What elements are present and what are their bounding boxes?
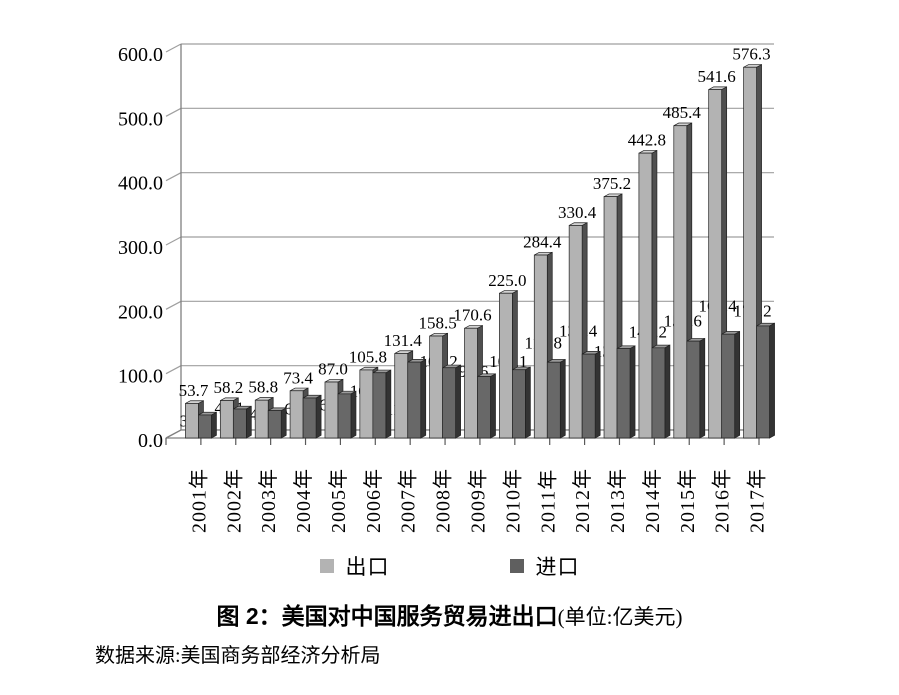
export-label-2007年: 131.4 bbox=[384, 331, 423, 350]
y-tick-200.0: 200.0 bbox=[118, 301, 163, 323]
x-label-2006年: 2006年 bbox=[362, 468, 385, 533]
x-label-2002年: 2002年 bbox=[222, 468, 245, 533]
export-label-2006年: 105.8 bbox=[349, 347, 387, 366]
bar-import-2015年 bbox=[686, 337, 706, 439]
export-data-labels: 53.7 58.2 58.8 73.4 87.0105.8131.4158.5170.6… bbox=[179, 45, 771, 400]
export-label-2005年: 87.0 bbox=[318, 360, 348, 379]
x-label-2017年: 2017年 bbox=[746, 468, 769, 533]
bar-import-2010年 bbox=[512, 366, 531, 439]
x-label-2009年: 2009年 bbox=[467, 468, 490, 533]
y-tick-400.0: 400.0 bbox=[118, 173, 163, 195]
bar-import-2002年 bbox=[232, 405, 252, 439]
bar-import-2001年 bbox=[198, 411, 217, 439]
bar-import-2014年 bbox=[651, 344, 671, 439]
bar-import-2017年 bbox=[756, 322, 775, 439]
bar-import-2012年 bbox=[581, 350, 601, 439]
import-legend-label: 进口 bbox=[535, 555, 580, 579]
bar-import-2004年 bbox=[302, 394, 322, 439]
gridlines bbox=[165, 43, 774, 439]
chart-title: 图 2：美国对中国服务贸易进出口(单位:亿美元) bbox=[0, 597, 899, 631]
export-label-2004年: 73.4 bbox=[283, 368, 313, 387]
export-label-2017年: 576.3 bbox=[732, 45, 770, 64]
x-label-2014年: 2014年 bbox=[641, 468, 664, 533]
bar-import-2009年 bbox=[477, 373, 496, 439]
y-tick-300.0: 300.0 bbox=[118, 237, 163, 259]
x-label-2001年: 2001年 bbox=[187, 468, 210, 533]
bar-import-2006年 bbox=[372, 369, 392, 439]
bar-import-2011年 bbox=[546, 358, 566, 439]
export-label-2010年: 225.0 bbox=[488, 271, 526, 290]
export-label-2013年: 375.2 bbox=[593, 174, 631, 193]
export-label-2015年: 485.4 bbox=[663, 103, 702, 122]
x-label-2011年: 2011年 bbox=[536, 469, 559, 533]
y-tick-0.0: 0.0 bbox=[138, 430, 163, 452]
export-label-2009年: 170.6 bbox=[453, 306, 491, 325]
export-label-2003年: 58.8 bbox=[248, 378, 278, 397]
y-tick-600.0: 600.0 bbox=[118, 44, 163, 66]
x-label-2004年: 2004年 bbox=[292, 468, 315, 533]
legend-item-export: 出口 bbox=[319, 551, 390, 581]
x-label-2012年: 2012年 bbox=[571, 468, 594, 533]
chart-legend: 出口 进口 bbox=[0, 553, 899, 579]
export-label-2016年: 541.6 bbox=[698, 67, 736, 86]
bar-import-2013年 bbox=[616, 345, 636, 439]
y-tick-500.0: 500.0 bbox=[118, 108, 163, 130]
x-label-2007年: 2007年 bbox=[397, 468, 420, 533]
export-legend-label: 出口 bbox=[345, 555, 390, 579]
x-label-2008年: 2008年 bbox=[432, 468, 455, 533]
bar-import-2016年 bbox=[721, 330, 741, 439]
bar-import-2007年 bbox=[407, 358, 427, 439]
x-label-2016年: 2016年 bbox=[711, 468, 734, 533]
export-swatch bbox=[319, 559, 334, 573]
export-label-2011年: 284.4 bbox=[523, 233, 562, 252]
export-label-2008年: 158.5 bbox=[418, 314, 456, 333]
x-axis-labels: 2001年 2002年 2003年 2004年 2005年 2006年 2007年 2008年… bbox=[187, 468, 768, 533]
chart-title-main: 图 2：美国对中国服务贸易进出口 bbox=[216, 603, 558, 629]
chart-source: 数据来源:美国商务部经济分析局 bbox=[95, 645, 381, 667]
x-label-2003年: 2003年 bbox=[257, 468, 280, 533]
x-label-2010年: 2010年 bbox=[501, 468, 524, 533]
y-tick-100.0: 100.0 bbox=[118, 366, 163, 388]
export-label-2002年: 58.2 bbox=[213, 378, 243, 397]
export-label-2012年: 330.4 bbox=[558, 203, 597, 222]
bar-export-2011年 bbox=[533, 251, 553, 439]
chart-svg: 35.845.142.662.268.6101.4118.0109.295.61… bbox=[118, 43, 775, 533]
x-label-2015年: 2015年 bbox=[676, 468, 699, 533]
x-label-2005年: 2005年 bbox=[327, 468, 350, 533]
chart-title-unit: (单位:亿美元) bbox=[557, 605, 683, 629]
export-label-2001年: 53.7 bbox=[179, 381, 209, 400]
y-axis-labels: 0.0 100.0 200.0 300.0 400.0 500.0 600.0 bbox=[118, 44, 163, 452]
export-label-2014年: 442.8 bbox=[628, 131, 666, 150]
bar-import-2003年 bbox=[267, 407, 287, 439]
bar-import-2005年 bbox=[337, 390, 357, 439]
x-axis-ticks bbox=[165, 438, 760, 445]
bars bbox=[185, 63, 775, 439]
legend-item-import: 进口 bbox=[509, 551, 580, 581]
bar-import-2008年 bbox=[442, 364, 461, 439]
x-label-2013年: 2013年 bbox=[606, 468, 629, 533]
import-swatch bbox=[509, 559, 524, 573]
